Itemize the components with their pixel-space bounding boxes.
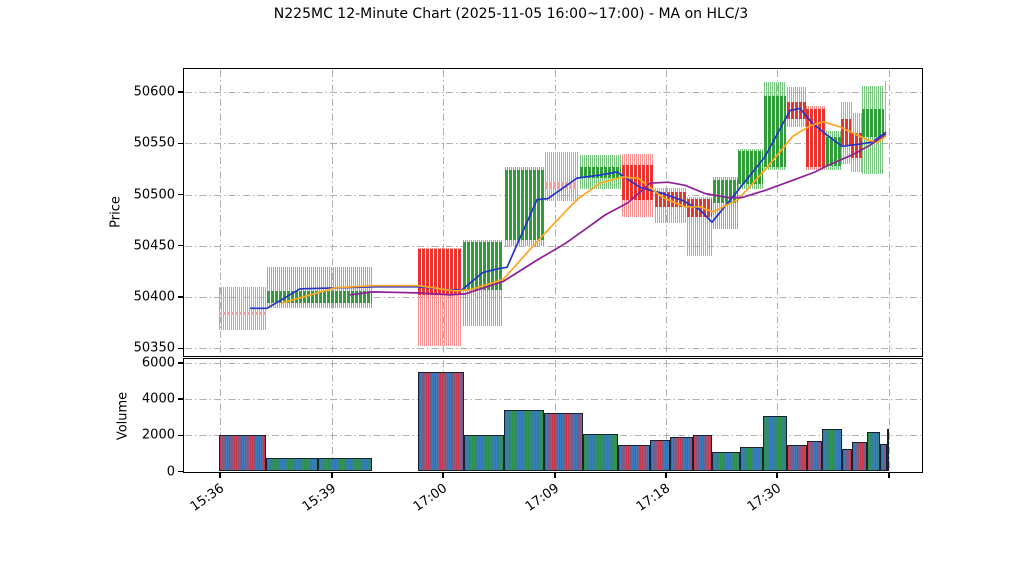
price-tick-mark — [178, 347, 183, 349]
ma-mid-line — [281, 120, 887, 304]
candle-body-down — [787, 102, 806, 119]
candle-body-up — [738, 151, 763, 185]
volume-bar-down — [787, 444, 807, 472]
volume-bar-up — [504, 409, 544, 472]
volume-bar-down — [418, 371, 464, 472]
volume-bar-up — [318, 457, 372, 472]
chart-title: N225MC 12-Minute Chart (2025-11-05 16:00… — [273, 6, 749, 22]
volume-gridline — [184, 362, 921, 364]
time-tick-label: 15:39 — [299, 481, 339, 515]
price-gridline — [184, 143, 921, 145]
time-tick-mark — [219, 472, 221, 478]
volume-tick-mark — [178, 398, 183, 400]
time-gridline — [555, 69, 556, 355]
time-gridline — [332, 360, 333, 472]
volume-bar-up — [867, 431, 880, 472]
time-tick-mark — [442, 472, 444, 478]
volume-bar-down — [887, 428, 889, 472]
time-gridline — [777, 360, 778, 472]
volume-bar-up — [464, 435, 504, 472]
price-tick-mark — [178, 91, 183, 93]
volume-bar-up — [266, 457, 318, 472]
price-gridline — [184, 348, 921, 350]
price-tick-label: 50500 — [133, 187, 175, 202]
price-tick-mark — [178, 245, 183, 247]
time-tick-label: 17:30 — [744, 481, 784, 515]
volume-bar-up — [822, 428, 842, 472]
ma-slow-line — [349, 133, 887, 296]
price-tick-mark — [178, 296, 183, 298]
volume-tick-mark — [178, 470, 183, 473]
volume-tick-label: 4000 — [141, 391, 175, 407]
price-panel — [183, 68, 923, 357]
volume-bar-down — [219, 435, 266, 472]
volume-panel — [183, 358, 923, 473]
volume-bar-up — [740, 446, 763, 472]
ma-fast-line — [250, 107, 887, 310]
volume-bar-down — [880, 443, 887, 472]
candle-body-down — [655, 192, 687, 207]
time-tick-label: 15:36 — [187, 481, 227, 515]
volume-tick-mark — [178, 434, 183, 436]
time-tick-mark — [888, 472, 890, 478]
price-tick-label: 50550 — [133, 135, 175, 151]
time-tick-mark — [665, 472, 667, 478]
candle-body-down — [841, 118, 852, 146]
time-tick-mark — [776, 472, 778, 478]
volume-bar-down — [544, 412, 583, 472]
volume-bar-up — [763, 416, 787, 472]
price-gridline — [184, 297, 921, 298]
volume-bar-down — [852, 441, 867, 472]
candle-body-down — [687, 198, 712, 218]
price-tick-mark — [178, 193, 183, 196]
time-tick-label: 17:09 — [522, 481, 562, 515]
volume-bar-down — [670, 437, 693, 472]
candle-range-down — [885, 80, 887, 136]
candle-body-up — [826, 137, 841, 166]
candle-body-down — [219, 312, 267, 316]
candle-body-down — [806, 109, 825, 167]
time-gridline — [889, 360, 890, 472]
candle-body-up — [580, 166, 621, 179]
volume-tick-label: 2000 — [141, 427, 175, 443]
volume-gridline — [184, 399, 921, 401]
volume-bar-down — [807, 441, 822, 472]
volume-bar-down — [842, 448, 852, 472]
price-tick-label: 50450 — [133, 238, 175, 254]
volume-bar-up — [583, 434, 618, 472]
price-tick-label: 50600 — [133, 84, 175, 100]
time-tick-label: 17:00 — [410, 481, 450, 515]
time-tick-mark — [554, 472, 556, 478]
time-gridline — [889, 69, 890, 355]
volume-tick-mark — [178, 362, 183, 364]
candle-body-down — [545, 182, 578, 190]
price-gridline — [184, 245, 921, 247]
volume-bar-down — [693, 435, 712, 472]
candle-range-down — [545, 152, 578, 201]
time-gridline — [666, 360, 667, 472]
time-tick-mark — [331, 472, 333, 478]
time-gridline — [332, 69, 333, 355]
volume-bar-down — [650, 440, 670, 472]
volume-bar-down — [618, 444, 650, 472]
time-gridline — [777, 69, 778, 355]
price-tick-label: 50400 — [133, 289, 175, 305]
time-tick-label: 17:18 — [633, 481, 673, 515]
price-gridline — [184, 92, 921, 93]
time-gridline — [220, 69, 221, 355]
volume-tick-label: 6000 — [141, 355, 175, 371]
volume-tick-label: 0 — [166, 464, 175, 479]
price-tick-label: 50350 — [133, 340, 175, 356]
candle-body-up — [862, 109, 884, 138]
volume-bar-up — [712, 451, 740, 472]
price-tick-mark — [178, 142, 183, 144]
time-gridline — [220, 360, 221, 472]
moving-average-lines — [250, 107, 887, 310]
time-gridline — [443, 69, 444, 355]
